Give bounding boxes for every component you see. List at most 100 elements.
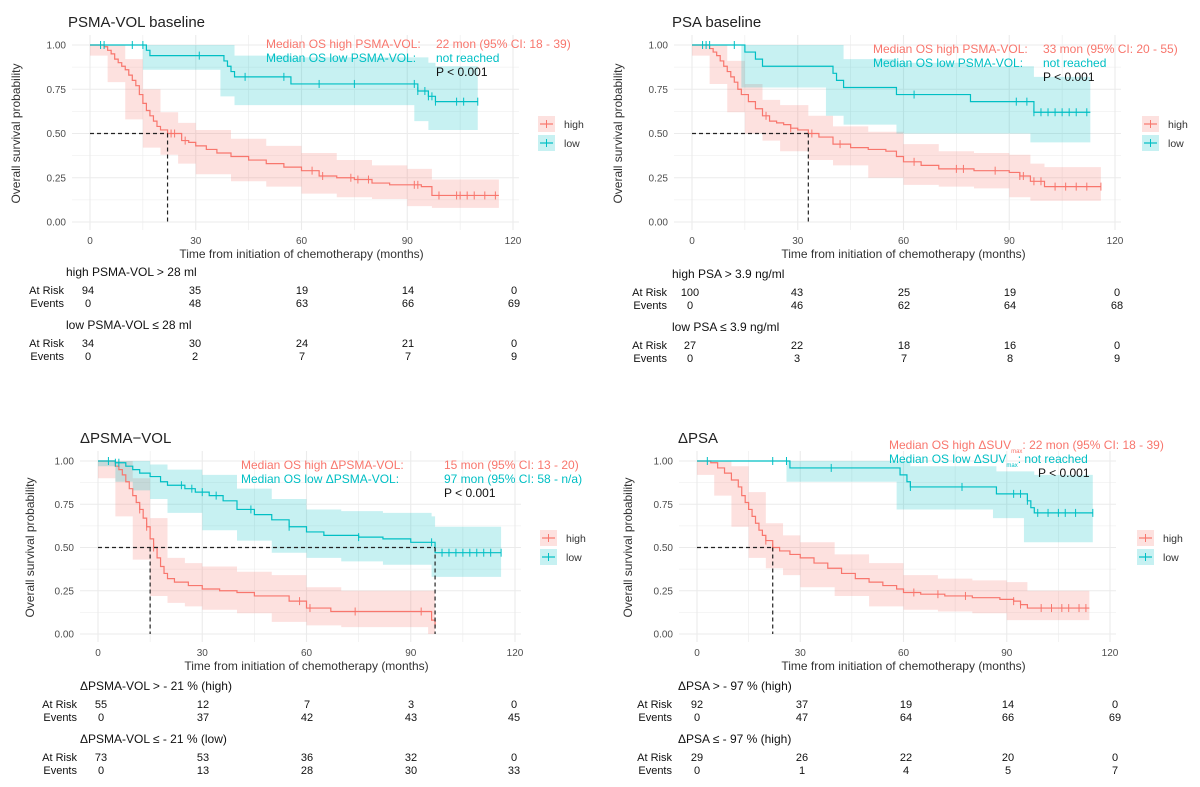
risk-cell: 0: [694, 765, 700, 777]
ci-band-high: [697, 461, 1090, 621]
risk-group-title: low PSMA-VOL ≤ 28 ml: [66, 318, 192, 332]
y-tick-label: 1.00: [654, 457, 674, 468]
x-axis-label: Time from initiation of chemotherapy (mo…: [179, 247, 423, 261]
median-lines: [692, 132, 809, 222]
risk-cell: 0: [511, 699, 517, 711]
annotation-rest: : not reached: [1018, 452, 1088, 466]
annotation-label: Median OS high PSMA-VOL:: [873, 42, 1028, 56]
annotation-label: Median OS high PSMA-VOL:: [266, 37, 421, 51]
annotation-label: Median OS low ΔPSMA-VOL:: [241, 472, 399, 486]
legend: high low: [1142, 116, 1188, 151]
x-tick-label: 30: [197, 648, 209, 659]
legend-label-high: high: [566, 533, 586, 545]
x-tick-label: 120: [1107, 236, 1124, 247]
risk-cell: 36: [301, 752, 313, 764]
survival-curve-low: [98, 460, 502, 554]
risk-cell: 92: [691, 699, 703, 711]
y-tick-label: 1.00: [47, 41, 67, 52]
annotation-value: 15 mon (95% CI: 13 - 20): [444, 458, 579, 472]
y-tick-label: 0.75: [55, 500, 75, 511]
risk-cell: 45: [508, 712, 520, 724]
median-lines: [98, 546, 436, 634]
y-tick-label: 0.25: [55, 586, 75, 597]
x-tick-label: 0: [694, 648, 700, 659]
median-annotation: Median OS high ΔPSMA-VOL: 15 mon (95% CI:…: [241, 458, 582, 500]
y-tick-label: 0.75: [47, 85, 67, 96]
risk-cell: 3: [794, 353, 800, 365]
ci-band-high: [90, 45, 499, 208]
risk-cell: 0: [511, 285, 517, 297]
annotation-label-text: Median OS high ΔPSMA-VOL:: [241, 458, 404, 472]
annotation-label: Median OS low PSMA-VOL:: [873, 56, 1023, 70]
annotation-value: not reached: [436, 51, 499, 65]
ci-band-high: [98, 461, 436, 634]
y-tick-label: 0.50: [47, 129, 67, 140]
risk-cell: 0: [1112, 699, 1118, 711]
p-value: P < 0.001: [444, 486, 496, 500]
x-tick-label: 120: [1102, 648, 1119, 659]
grid: [80, 451, 521, 642]
annotation-value: not reached: [1043, 56, 1106, 70]
legend: high low: [538, 116, 584, 151]
risk-cell: 100: [681, 287, 699, 299]
risk-cell: 64: [900, 712, 912, 724]
risk-cell: 62: [898, 300, 910, 312]
y-axis-label: Overall survival probability: [611, 63, 625, 203]
risk-group-title: ΔPSA ≤ - 97 % (high): [678, 732, 791, 746]
x-tick-label: 120: [505, 236, 522, 247]
median-lines: [90, 132, 169, 222]
risk-cell: 32: [405, 752, 417, 764]
x-axis-label: Time from initiation of chemotherapy (mo…: [184, 659, 428, 673]
risk-cell: 30: [189, 338, 201, 350]
risk-cell: 66: [402, 298, 414, 310]
legend: high low: [1137, 530, 1183, 565]
risk-cell: 13: [197, 765, 209, 777]
legend-label-high: high: [1168, 119, 1188, 131]
risk-cell: 30: [405, 765, 417, 777]
risk-row-label: At Risk: [637, 699, 672, 711]
risk-cell: 0: [511, 752, 517, 764]
annotation-label: Median OS low PSMA-VOL:: [266, 51, 416, 65]
x-tick-label: 90: [1004, 236, 1016, 247]
censor-marks-high: [139, 505, 422, 616]
risk-row-label: Events: [30, 298, 64, 310]
ci-band-high: [692, 45, 1101, 201]
risk-row-label: Events: [43, 712, 77, 724]
risk-table: high PSA > 3.9 ng/ml At Risk 100 43 25 19 0 Eve…: [632, 267, 1123, 365]
risk-cell: 19: [296, 285, 308, 297]
y-tick-label: 0.50: [55, 543, 75, 554]
risk-cell: 63: [296, 298, 308, 310]
risk-cell: 5: [1005, 765, 1011, 777]
x-tick-label: 90: [405, 648, 417, 659]
risk-row-label: Events: [43, 765, 77, 777]
chart-title: PSMA-VOL baseline: [68, 14, 205, 31]
chart-title: ΔPSMA−VOL: [80, 430, 171, 447]
risk-group-title: high PSMA-VOL > 28 ml: [66, 265, 197, 279]
risk-group-title: ΔPSA > - 97 % (high): [678, 679, 792, 693]
risk-cell: 34: [82, 338, 94, 350]
annotation-label-text: Median OS low PSMA-VOL:: [873, 56, 1023, 70]
risk-cell: 20: [1002, 752, 1014, 764]
legend-label-low: low: [566, 552, 582, 564]
risk-cell: 0: [1114, 340, 1120, 352]
risk-cell: 69: [508, 298, 520, 310]
risk-cell: 48: [189, 298, 201, 310]
risk-row-label: At Risk: [42, 699, 77, 711]
risk-cell: 37: [796, 699, 808, 711]
risk-group-title: ΔPSMA-VOL > - 21 % (high): [80, 679, 232, 693]
risk-cell: 18: [898, 340, 910, 352]
survival-curve-low: [90, 44, 478, 103]
risk-cell: 33: [508, 765, 520, 777]
risk-cell: 0: [687, 300, 693, 312]
x-axis-label: Time from initiation of chemotherapy (mo…: [781, 659, 1025, 673]
annotation-rest: : 22 mon (95% CI: 18 - 39): [1022, 438, 1163, 452]
y-tick-label: 0.00: [47, 218, 67, 229]
risk-cell: 46: [791, 300, 803, 312]
risk-cell: 22: [791, 340, 803, 352]
risk-row-label: Events: [30, 351, 64, 363]
risk-row-label: At Risk: [637, 752, 672, 764]
x-tick-label: 60: [898, 648, 910, 659]
